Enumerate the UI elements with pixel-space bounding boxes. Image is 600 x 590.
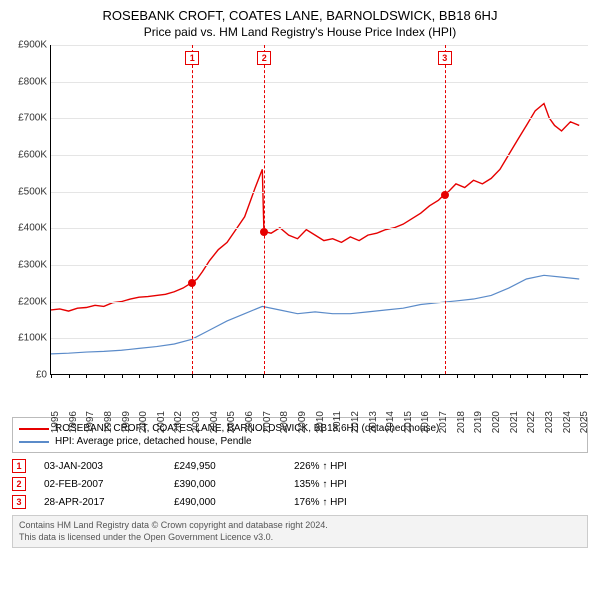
y-axis-label: £600K <box>18 150 51 161</box>
gridline <box>51 228 588 229</box>
x-axis-label: 2016 <box>416 411 431 433</box>
chart-title: ROSEBANK CROFT, COATES LANE, BARNOLDSWIC… <box>0 0 600 23</box>
marker-box: 1 <box>185 51 199 65</box>
x-axis-label: 1996 <box>64 411 79 433</box>
y-axis-label: £800K <box>18 76 51 87</box>
x-axis-label: 2023 <box>540 411 555 433</box>
marker-dot <box>260 228 268 236</box>
y-axis-label: £400K <box>18 223 51 234</box>
gridline <box>51 265 588 266</box>
x-axis-label: 2010 <box>311 411 326 433</box>
y-axis-label: £100K <box>18 333 51 344</box>
marker-row-price: £490,000 <box>174 497 294 508</box>
marker-row-pct: 135% ↑ HPI <box>294 479 588 490</box>
x-axis: 1995199619971998199920002001200220032004… <box>50 375 588 411</box>
marker-row-date: 03-JAN-2003 <box>44 461 174 472</box>
x-axis-label: 2022 <box>522 411 537 433</box>
marker-dot <box>188 279 196 287</box>
gridline <box>51 82 588 83</box>
gridline <box>51 302 588 303</box>
y-axis-label: £0 <box>36 370 51 381</box>
x-axis-label: 2017 <box>434 411 449 433</box>
series-line-hpi <box>51 275 579 354</box>
marker-row-price: £390,000 <box>174 479 294 490</box>
x-axis-label: 2024 <box>558 411 573 433</box>
gridline <box>51 155 588 156</box>
marker-table-row: 2 02-FEB-2007£390,000135% ↑ HPI <box>12 475 588 493</box>
legend-swatch <box>19 441 49 443</box>
x-axis-label: 2009 <box>293 411 308 433</box>
chart-lines-svg <box>51 45 588 374</box>
marker-row-box: 1 <box>12 459 26 473</box>
marker-row-pct: 226% ↑ HPI <box>294 461 588 472</box>
marker-table-row: 3 28-APR-2017£490,000176% ↑ HPI <box>12 493 588 511</box>
x-axis-label: 2011 <box>328 411 343 433</box>
x-axis-label: 2014 <box>381 411 396 433</box>
chart-plot-area: £0£100K£200K£300K£400K£500K£600K£700K£80… <box>50 45 588 375</box>
marker-row-pct: 176% ↑ HPI <box>294 497 588 508</box>
marker-line <box>192 45 193 374</box>
x-axis-label: 2001 <box>152 411 167 433</box>
y-axis-label: £500K <box>18 186 51 197</box>
markers-table: 1 03-JAN-2003£249,950226% ↑ HPI 2 02-FEB-20… <box>12 457 588 511</box>
x-axis-label: 2025 <box>575 411 590 433</box>
legend-label: HPI: Average price, detached house, Pend… <box>55 436 252 447</box>
x-axis-label: 2015 <box>399 411 414 433</box>
x-axis-label: 1998 <box>99 411 114 433</box>
marker-row-date: 02-FEB-2007 <box>44 479 174 490</box>
x-axis-label: 2002 <box>169 411 184 433</box>
x-axis-label: 2019 <box>469 411 484 433</box>
chart-container: ROSEBANK CROFT, COATES LANE, BARNOLDSWIC… <box>0 0 600 590</box>
marker-row-box: 2 <box>12 477 26 491</box>
chart-subtitle: Price paid vs. HM Land Registry's House … <box>0 23 600 45</box>
marker-line <box>445 45 446 374</box>
x-axis-label: 2000 <box>134 411 149 433</box>
x-axis-label: 1999 <box>117 411 132 433</box>
y-axis-label: £200K <box>18 296 51 307</box>
marker-row-price: £249,950 <box>174 461 294 472</box>
x-axis-label: 2008 <box>275 411 290 433</box>
legend-swatch <box>19 428 49 430</box>
marker-dot <box>441 191 449 199</box>
marker-row-date: 28-APR-2017 <box>44 497 174 508</box>
x-axis-label: 2007 <box>258 411 273 433</box>
marker-box: 3 <box>438 51 452 65</box>
gridline <box>51 118 588 119</box>
gridline <box>51 338 588 339</box>
y-axis-label: £700K <box>18 113 51 124</box>
marker-table-row: 1 03-JAN-2003£249,950226% ↑ HPI <box>12 457 588 475</box>
marker-row-box: 3 <box>12 495 26 509</box>
x-axis-label: 2004 <box>205 411 220 433</box>
marker-box: 2 <box>257 51 271 65</box>
x-axis-label: 2005 <box>222 411 237 433</box>
y-axis-label: £900K <box>18 40 51 51</box>
y-axis-label: £300K <box>18 260 51 271</box>
x-axis-label: 2012 <box>346 411 361 433</box>
footer-attribution: Contains HM Land Registry data © Crown c… <box>12 515 588 548</box>
footer-line: Contains HM Land Registry data © Crown c… <box>19 520 581 532</box>
series-line-price_paid <box>51 104 579 312</box>
x-axis-label: 1995 <box>46 411 61 433</box>
x-axis-label: 2021 <box>505 411 520 433</box>
x-axis-label: 2018 <box>452 411 467 433</box>
x-axis-label: 2003 <box>187 411 202 433</box>
x-axis-label: 1997 <box>81 411 96 433</box>
x-axis-label: 2020 <box>487 411 502 433</box>
footer-line: This data is licensed under the Open Gov… <box>19 532 581 544</box>
legend-item: HPI: Average price, detached house, Pend… <box>19 435 581 448</box>
marker-line <box>264 45 265 374</box>
x-axis-label: 2013 <box>364 411 379 433</box>
gridline <box>51 192 588 193</box>
gridline <box>51 45 588 46</box>
x-axis-label: 2006 <box>240 411 255 433</box>
